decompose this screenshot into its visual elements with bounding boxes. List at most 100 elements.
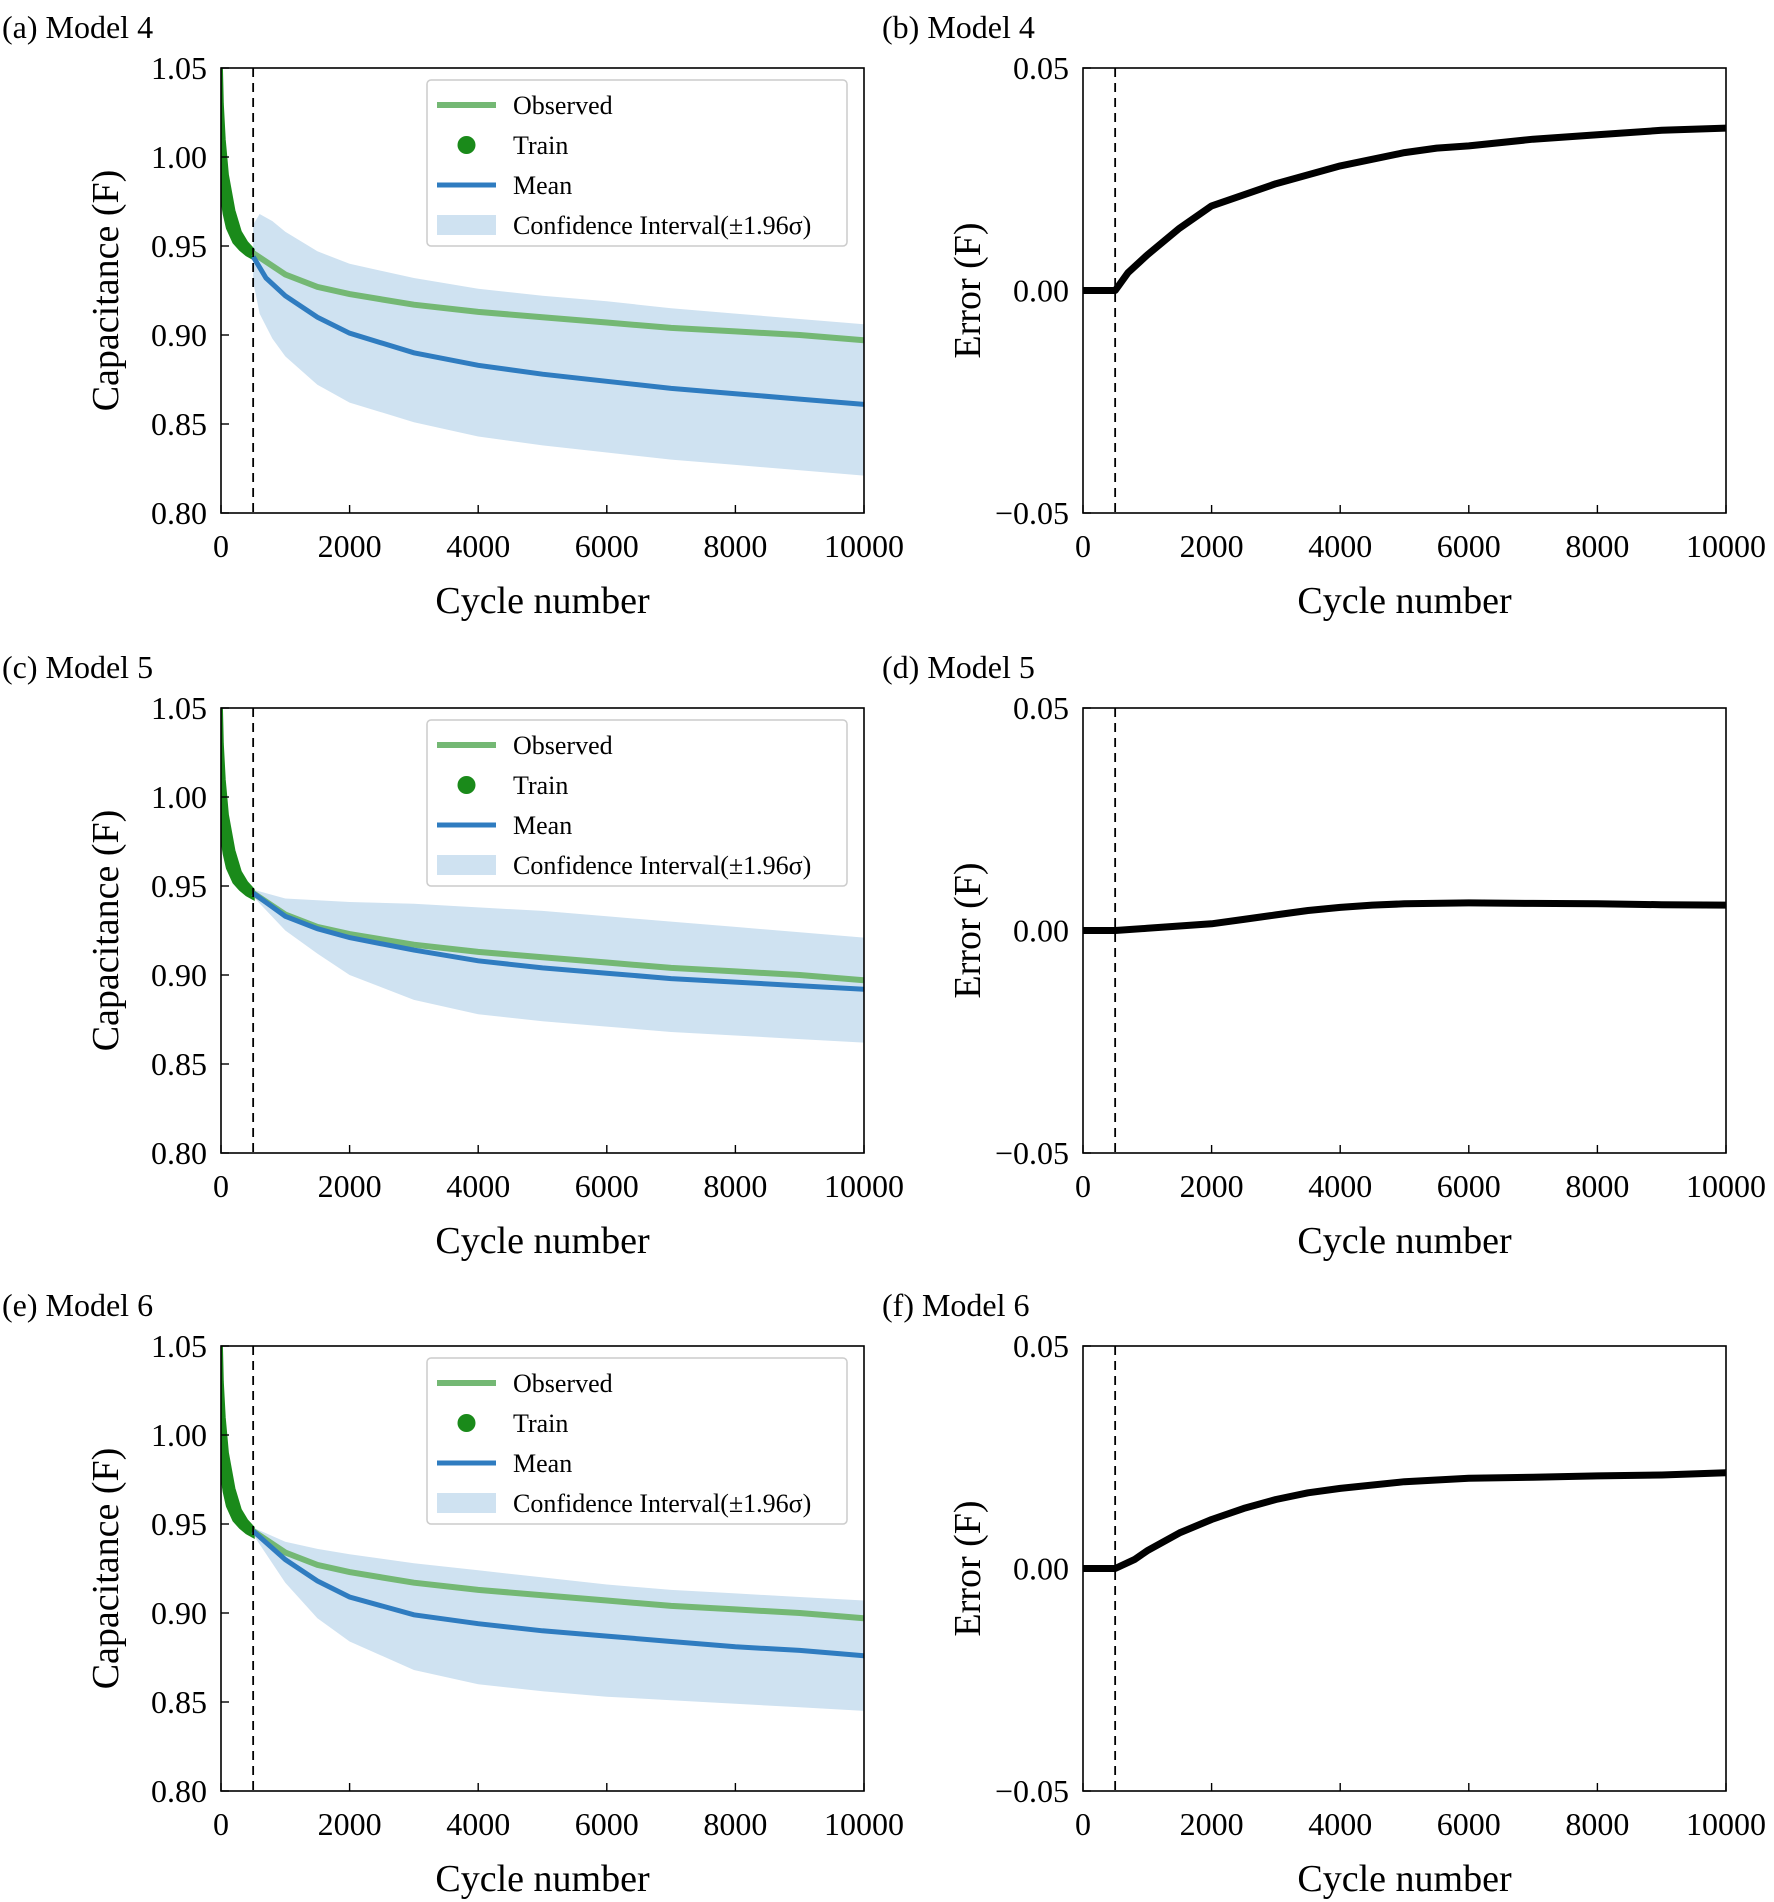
mean-line: [251, 1529, 864, 1659]
y-tick-label: 0.90: [151, 317, 207, 353]
x-tick-label: 0: [213, 528, 229, 564]
x-tick-label: 4000: [446, 528, 510, 564]
x-tick-label: 0: [1075, 1168, 1091, 1204]
confidence-interval-band: [253, 214, 864, 476]
legend: Observed Train Mean Confidence Interval(±1.…: [426, 79, 848, 247]
observed-line: [251, 250, 864, 344]
y-axis-label: Error (F): [947, 862, 989, 998]
legend-entry: Train: [513, 131, 568, 160]
y-axis-label: Error (F): [947, 222, 989, 358]
plot-area: [1083, 1469, 1726, 1572]
x-tick-label: 8000: [703, 528, 767, 564]
panel-c: (c) Model 5 0 2000 4000 6000 8000 10000 0.80 0.8…: [2, 649, 904, 1262]
error-line: [1083, 1469, 1726, 1572]
y-tick-label: 0.05: [1013, 690, 1069, 726]
plot-frame: [220, 67, 865, 514]
legend: Observed Train Mean Confidence Interval(±1.…: [426, 719, 848, 887]
x-tick-label: 8000: [1565, 1806, 1629, 1842]
x-axis-label: Cycle number: [435, 1220, 650, 1262]
panel-label: (a) Model 4: [2, 9, 153, 45]
legend-train-swatch: [457, 136, 476, 154]
x-tick-label: 6000: [1437, 1168, 1501, 1204]
y-tick-label: 0.00: [1013, 913, 1069, 949]
legend-entry: Observed: [513, 1369, 613, 1398]
x-tick-label: 0: [213, 1806, 229, 1842]
panel-b: (b) Model 4 0 2000 4000 6000 8000 10000 −0.05 0.…: [882, 9, 1766, 622]
x-tick-label: 6000: [1437, 528, 1501, 564]
legend-entry: Confidence Interval(±1.96σ): [513, 851, 811, 880]
y-tick-label: 1.05: [151, 690, 207, 726]
legend-entry: Observed: [513, 91, 613, 120]
x-tick-label: 4000: [1308, 1806, 1372, 1842]
y-tick-label: 0.00: [1013, 273, 1069, 309]
y-tick-label: 0.80: [151, 1773, 207, 1809]
y-tick-label: 0.80: [151, 495, 207, 531]
x-tick-label: 6000: [575, 1168, 639, 1204]
y-tick-label: 0.95: [151, 868, 207, 904]
legend-box: [426, 79, 848, 247]
legend-entry: Observed: [513, 731, 613, 760]
x-tick-label: 8000: [703, 1168, 767, 1204]
panel-label: (f) Model 6: [882, 1287, 1030, 1323]
legend-train-swatch: [457, 1414, 476, 1432]
train-series: [221, 68, 255, 262]
y-tick-label: 0.85: [151, 406, 207, 442]
x-tick-label: 2000: [1180, 528, 1244, 564]
legend-box: [426, 1357, 848, 1525]
x-tick-label: 6000: [575, 528, 639, 564]
x-tick-label: 4000: [1308, 1168, 1372, 1204]
panel-d: (d) Model 5 0 2000 4000 6000 8000 10000 −0.05 0.…: [882, 649, 1766, 1262]
y-tick-label: 0.85: [151, 1046, 207, 1082]
x-tick-label: 2000: [318, 1168, 382, 1204]
x-tick-label: 8000: [1565, 528, 1629, 564]
legend-ci-swatch: [437, 1493, 496, 1513]
x-tick-label: 0: [1075, 1806, 1091, 1842]
plot-area: [221, 708, 864, 1043]
error-line: [1083, 899, 1726, 934]
y-tick-label: 1.05: [151, 50, 207, 86]
y-tick-label: −0.05: [995, 1773, 1069, 1809]
plot-area: [1083, 124, 1726, 294]
x-tick-label: 10000: [824, 1806, 904, 1842]
plot-frame: [1082, 707, 1727, 1154]
plot-area: [221, 1346, 864, 1711]
y-tick-label: 0.05: [1013, 50, 1069, 86]
mean-line: [251, 891, 864, 992]
y-tick-label: 0.05: [1013, 1328, 1069, 1364]
mean-line: [251, 255, 864, 407]
panel-label: (c) Model 5: [2, 649, 153, 685]
panel-f: (f) Model 6 0 2000 4000 6000 8000 10000 −0.05 0.…: [882, 1287, 1766, 1900]
legend-entry: Train: [513, 771, 568, 800]
y-tick-label: 0.95: [151, 1506, 207, 1542]
panel-a: (a) Model 4 0 2000 4000 6000 8000 10000 0.80 0.8…: [2, 9, 904, 622]
plot-area: [1083, 899, 1726, 934]
y-axis-label: Capacitance (F): [85, 170, 127, 412]
confidence-interval-band: [253, 1527, 864, 1711]
x-tick-label: 10000: [1686, 1806, 1766, 1842]
legend-entry: Train: [513, 1409, 568, 1438]
x-axis-label: Cycle number: [1297, 580, 1512, 622]
x-tick-label: 4000: [1308, 528, 1372, 564]
y-axis-label: Capacitance (F): [85, 1448, 127, 1690]
train-series: [221, 708, 255, 902]
legend-train-swatch: [457, 776, 476, 794]
y-tick-label: −0.05: [995, 495, 1069, 531]
x-tick-label: 8000: [703, 1806, 767, 1842]
plot-frame: [220, 707, 865, 1154]
x-tick-label: 2000: [1180, 1806, 1244, 1842]
confidence-interval-band: [253, 889, 864, 1043]
x-tick-label: 6000: [1437, 1806, 1501, 1842]
x-axis-label: Cycle number: [435, 1858, 650, 1900]
plot-frame: [1082, 1345, 1727, 1792]
y-tick-label: 0.90: [151, 1595, 207, 1631]
panel-label: (d) Model 5: [882, 649, 1035, 685]
legend-entry: Confidence Interval(±1.96σ): [513, 1489, 811, 1518]
x-tick-label: 6000: [575, 1806, 639, 1842]
y-tick-label: 0.95: [151, 228, 207, 264]
x-tick-label: 10000: [824, 528, 904, 564]
y-tick-label: −0.05: [995, 1135, 1069, 1171]
x-tick-label: 0: [1075, 528, 1091, 564]
x-tick-label: 0: [213, 1168, 229, 1204]
x-tick-label: 10000: [824, 1168, 904, 1204]
x-tick-label: 8000: [1565, 1168, 1629, 1204]
